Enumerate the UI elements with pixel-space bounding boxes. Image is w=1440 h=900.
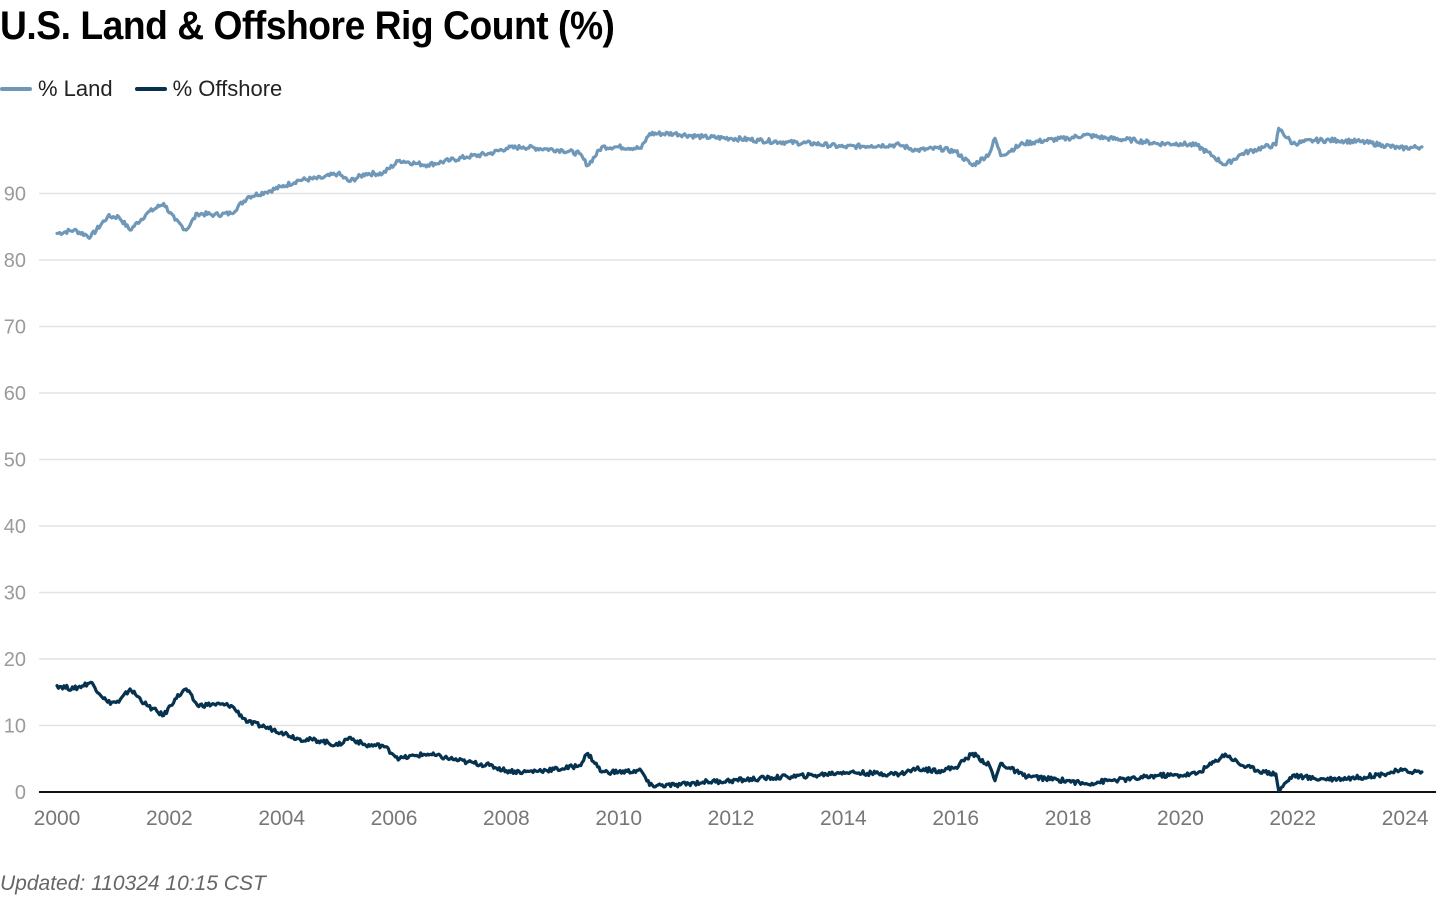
x-tick-label: 2022 <box>1269 807 1316 830</box>
legend-item-offshore[interactable]: % Offshore <box>134 76 283 102</box>
y-tick-label: 60 <box>4 383 26 405</box>
chart-legend: % Land % Offshore <box>0 76 282 102</box>
y-tick-label: 80 <box>4 250 26 272</box>
x-axis: 2000 2002 2004 2006 2008 2010 2012 2014 2016 2018… <box>34 791 1436 830</box>
x-tick-label: 2006 <box>371 807 418 830</box>
chart-title: U.S. Land & Offshore Rig Count (%) <box>0 4 615 48</box>
legend-label-offshore: % Offshore <box>172 76 283 101</box>
legend-swatch-land-icon <box>0 87 32 91</box>
x-tick-label: 2024 <box>1382 807 1429 830</box>
gridlines <box>39 192 1436 727</box>
x-tick-label: 2002 <box>146 807 193 830</box>
y-tick-label: 0 <box>15 782 26 804</box>
y-axis: 0 10 20 30 40 50 60 70 80 90 <box>4 184 26 805</box>
x-tick-label: 2004 <box>258 807 305 830</box>
y-tick-label: 70 <box>4 317 26 339</box>
legend-swatch-offshore-icon <box>134 87 167 91</box>
x-tick-label: 2020 <box>1157 807 1204 830</box>
series-lines <box>55 126 1424 793</box>
x-tick-label: 2012 <box>708 807 755 830</box>
updated-timestamp: Updated: 110324 10:15 CST <box>0 872 266 895</box>
x-tick-label: 2018 <box>1045 807 1092 830</box>
x-tick-label: 2000 <box>34 807 81 830</box>
y-tick-label: 90 <box>4 184 26 206</box>
y-tick-label: 30 <box>4 583 26 605</box>
y-tick-label: 10 <box>4 716 26 738</box>
x-tick-label: 2014 <box>820 807 867 830</box>
y-tick-label: 40 <box>4 516 26 538</box>
legend-item-land[interactable]: % Land <box>0 76 113 102</box>
land-series-line[interactable] <box>55 126 1424 240</box>
y-tick-label: 50 <box>4 450 26 472</box>
x-tick-label: 2010 <box>595 807 642 830</box>
offshore-series-line[interactable] <box>55 680 1424 793</box>
legend-label-land: % Land <box>38 76 113 101</box>
x-tick-label: 2008 <box>483 807 530 830</box>
y-tick-label: 20 <box>4 649 26 671</box>
x-tick-label: 2016 <box>932 807 979 830</box>
